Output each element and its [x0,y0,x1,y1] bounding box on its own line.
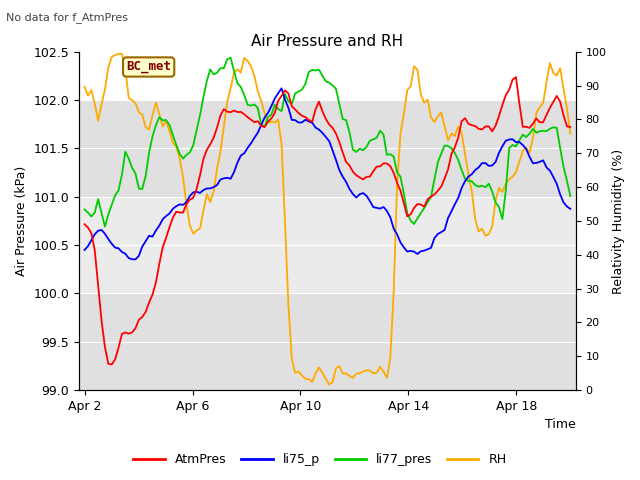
Bar [79,197,576,293]
Title: Air Pressure and RH: Air Pressure and RH [252,34,403,49]
Bar [79,293,576,390]
Bar [79,100,576,197]
Bar [79,52,576,100]
X-axis label: Time: Time [545,419,576,432]
Legend: AtmPres, li75_p, li77_pres, RH: AtmPres, li75_p, li77_pres, RH [129,448,511,471]
Text: No data for f_AtmPres: No data for f_AtmPres [6,12,129,23]
Text: BC_met: BC_met [126,60,171,73]
Y-axis label: Relativity Humidity (%): Relativity Humidity (%) [612,148,625,293]
Y-axis label: Air Pressure (kPa): Air Pressure (kPa) [15,166,28,276]
